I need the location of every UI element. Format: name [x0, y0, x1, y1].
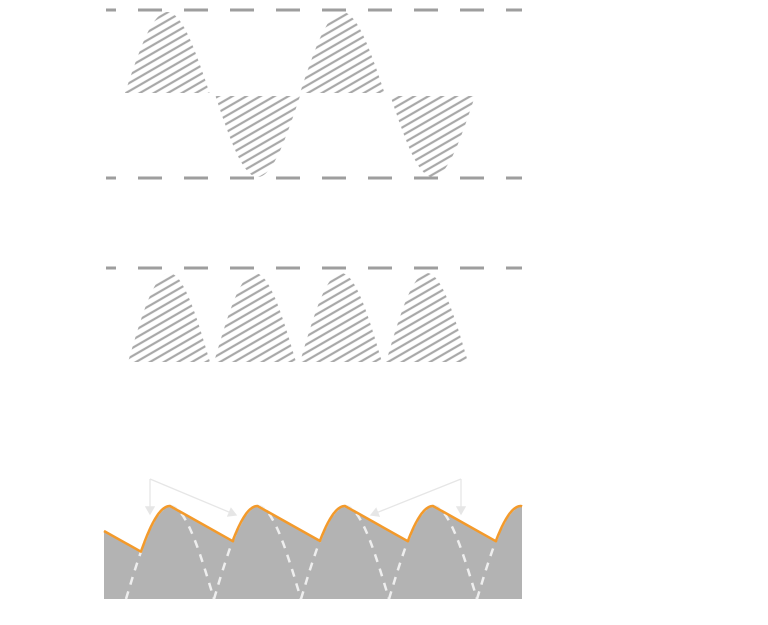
- full-wave-rectified-panel: [106, 266, 522, 362]
- ripple-envelope-line: [103, 504, 523, 553]
- negative-half-cycle: [390, 96, 475, 177]
- positive-half-cycle: [125, 12, 210, 93]
- rectified-half-cycle: [214, 273, 296, 362]
- negative-half-cycle: [215, 96, 300, 177]
- ac-sine-wave-panel: [106, 8, 522, 180]
- filtered-output-panel: [103, 478, 523, 600]
- rectified-half-cycle: [300, 273, 382, 362]
- positive-half-cycle: [300, 12, 385, 93]
- discharge-callout-arrow: [149, 478, 238, 517]
- filtered-voltage-area: [104, 506, 522, 599]
- rectified-half-cycle: [128, 273, 210, 362]
- discharge-callout-arrow: [369, 478, 462, 517]
- rectified-half-cycle: [386, 273, 468, 362]
